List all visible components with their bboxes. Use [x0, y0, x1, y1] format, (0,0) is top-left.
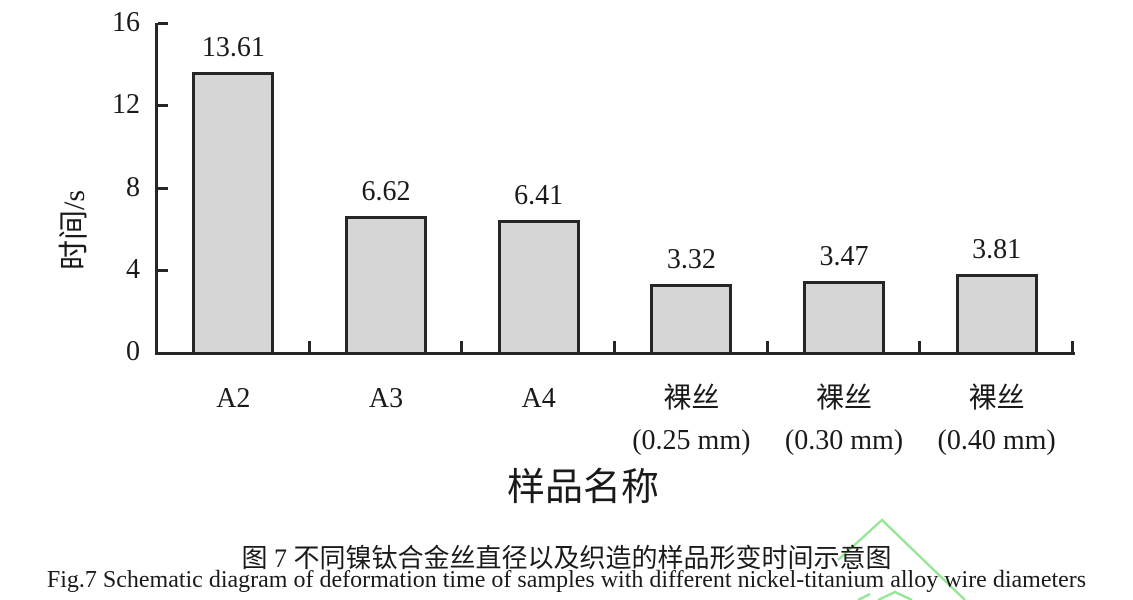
x-axis-tick: [613, 341, 616, 353]
y-axis-tick: [158, 268, 168, 272]
x-category-label-bare-wire-0.25mm: 裸丝 (0.25 mm): [601, 378, 781, 462]
x-axis-tick: [765, 341, 769, 353]
figure-caption-english: Fig.7 Schematic diagram of deformation t…: [46, 567, 1087, 593]
bar-bare-wire-0.25mm: [650, 283, 733, 355]
x-axis-tick: [918, 341, 922, 353]
y-axis-tick: [158, 104, 168, 108]
x-axis-tick: [460, 341, 464, 353]
y-axis-tick: [158, 22, 168, 25]
x-category-label-line: (0.25 mm): [632, 425, 751, 456]
bar-a3: [345, 215, 427, 355]
y-axis-tick: [158, 186, 168, 190]
x-category-label-bare-wire-0.30mm: 裸丝 (0.30 mm): [754, 378, 934, 462]
y-tick-label: 4: [126, 253, 140, 285]
bar-value-label-a4: 6.41: [514, 180, 564, 212]
x-category-label-line: 裸丝: [663, 383, 720, 414]
x-category-label-a3: A3: [296, 378, 476, 420]
bar-value-label-bare-wire-0.40mm: 3.81: [972, 233, 1022, 265]
bar-a2: [192, 72, 275, 355]
x-category-label-line: 裸丝: [968, 383, 1025, 414]
y-tick-label: 16: [112, 7, 140, 38]
bar-chart: 时间/s 样品名称 0 4 8 12 16 13.61 A2 6.62 A3 6.41 A4 3.32…: [58, 7, 1087, 509]
bar-value-label-bare-wire-0.30mm: 3.47: [819, 240, 869, 272]
x-category-label-line: A4: [521, 383, 556, 414]
y-tick-label: 8: [126, 171, 140, 203]
x-category-label-a4: A4: [449, 378, 629, 420]
x-category-label-line: 裸丝: [815, 383, 872, 414]
x-category-label-a2: A2: [143, 378, 323, 420]
y-tick-label: 0: [126, 336, 140, 367]
x-axis-tick: [1071, 341, 1074, 353]
y-axis-line: [155, 23, 158, 355]
x-category-label-line: A3: [368, 383, 404, 414]
x-category-label-line: A2: [216, 383, 251, 414]
bar-bare-wire-0.40mm: [955, 273, 1038, 355]
x-axis-line: [155, 352, 1075, 355]
y-tick-label: 12: [112, 89, 140, 121]
x-category-label-line: (0.30 mm): [784, 425, 904, 456]
x-category-label-bare-wire-0.40mm: 裸丝 (0.40 mm): [907, 378, 1087, 462]
x-category-label-line: (0.40 mm): [937, 425, 1056, 456]
bar-a4: [497, 220, 580, 355]
figure-caption-chinese: 图 7 不同镍钛合金丝直径以及织造的样品形变时间示意图: [241, 544, 892, 573]
bar-value-label-a3: 6.62: [361, 175, 411, 207]
bar-bare-wire-0.30mm: [803, 280, 885, 355]
bar-value-label-a2: 13.61: [201, 32, 265, 64]
bar-value-label-bare-wire-0.25mm: 3.32: [666, 243, 716, 275]
x-axis-tick: [307, 341, 311, 353]
x-axis-title: 样品名称: [506, 467, 660, 509]
